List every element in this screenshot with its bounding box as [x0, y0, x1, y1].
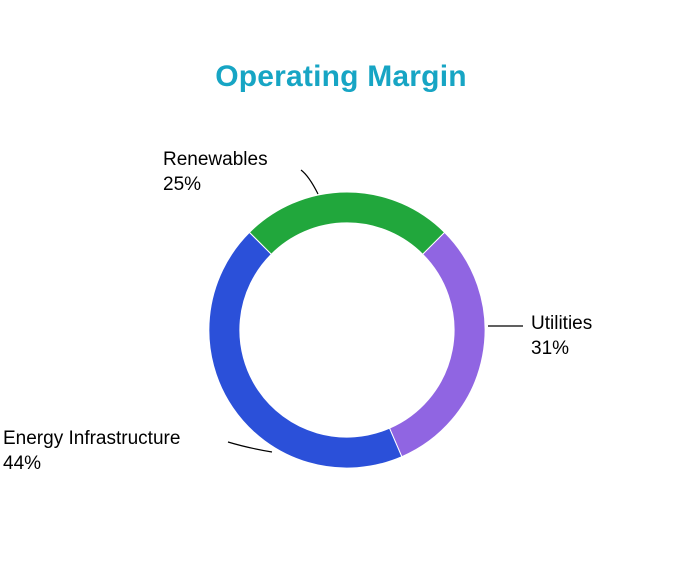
slice-label-percent: 44% [3, 453, 42, 474]
leader-line-energy-infrastructure [227, 441, 273, 453]
slice-label-name: Renewables [163, 149, 268, 170]
slice-label-utilities: Utilities 31% [531, 311, 592, 361]
slice-label-energy-infrastructure: Energy Infrastructure 44% [3, 426, 180, 476]
slice-label-renewables: Renewables 25% [163, 147, 268, 197]
slice-label-percent: 25% [163, 174, 202, 195]
leader-line-renewables [300, 169, 319, 195]
chart-title: Operating Margin [215, 60, 467, 93]
slice-label-name: Energy Infrastructure [3, 428, 181, 449]
donut-slice-energy-infrastructure [208, 231, 403, 469]
donut-slice-renewables [248, 191, 446, 256]
slice-label-name: Utilities [531, 313, 593, 334]
donut-slice-utilities [388, 231, 486, 458]
slice-label-percent: 31% [531, 338, 570, 359]
